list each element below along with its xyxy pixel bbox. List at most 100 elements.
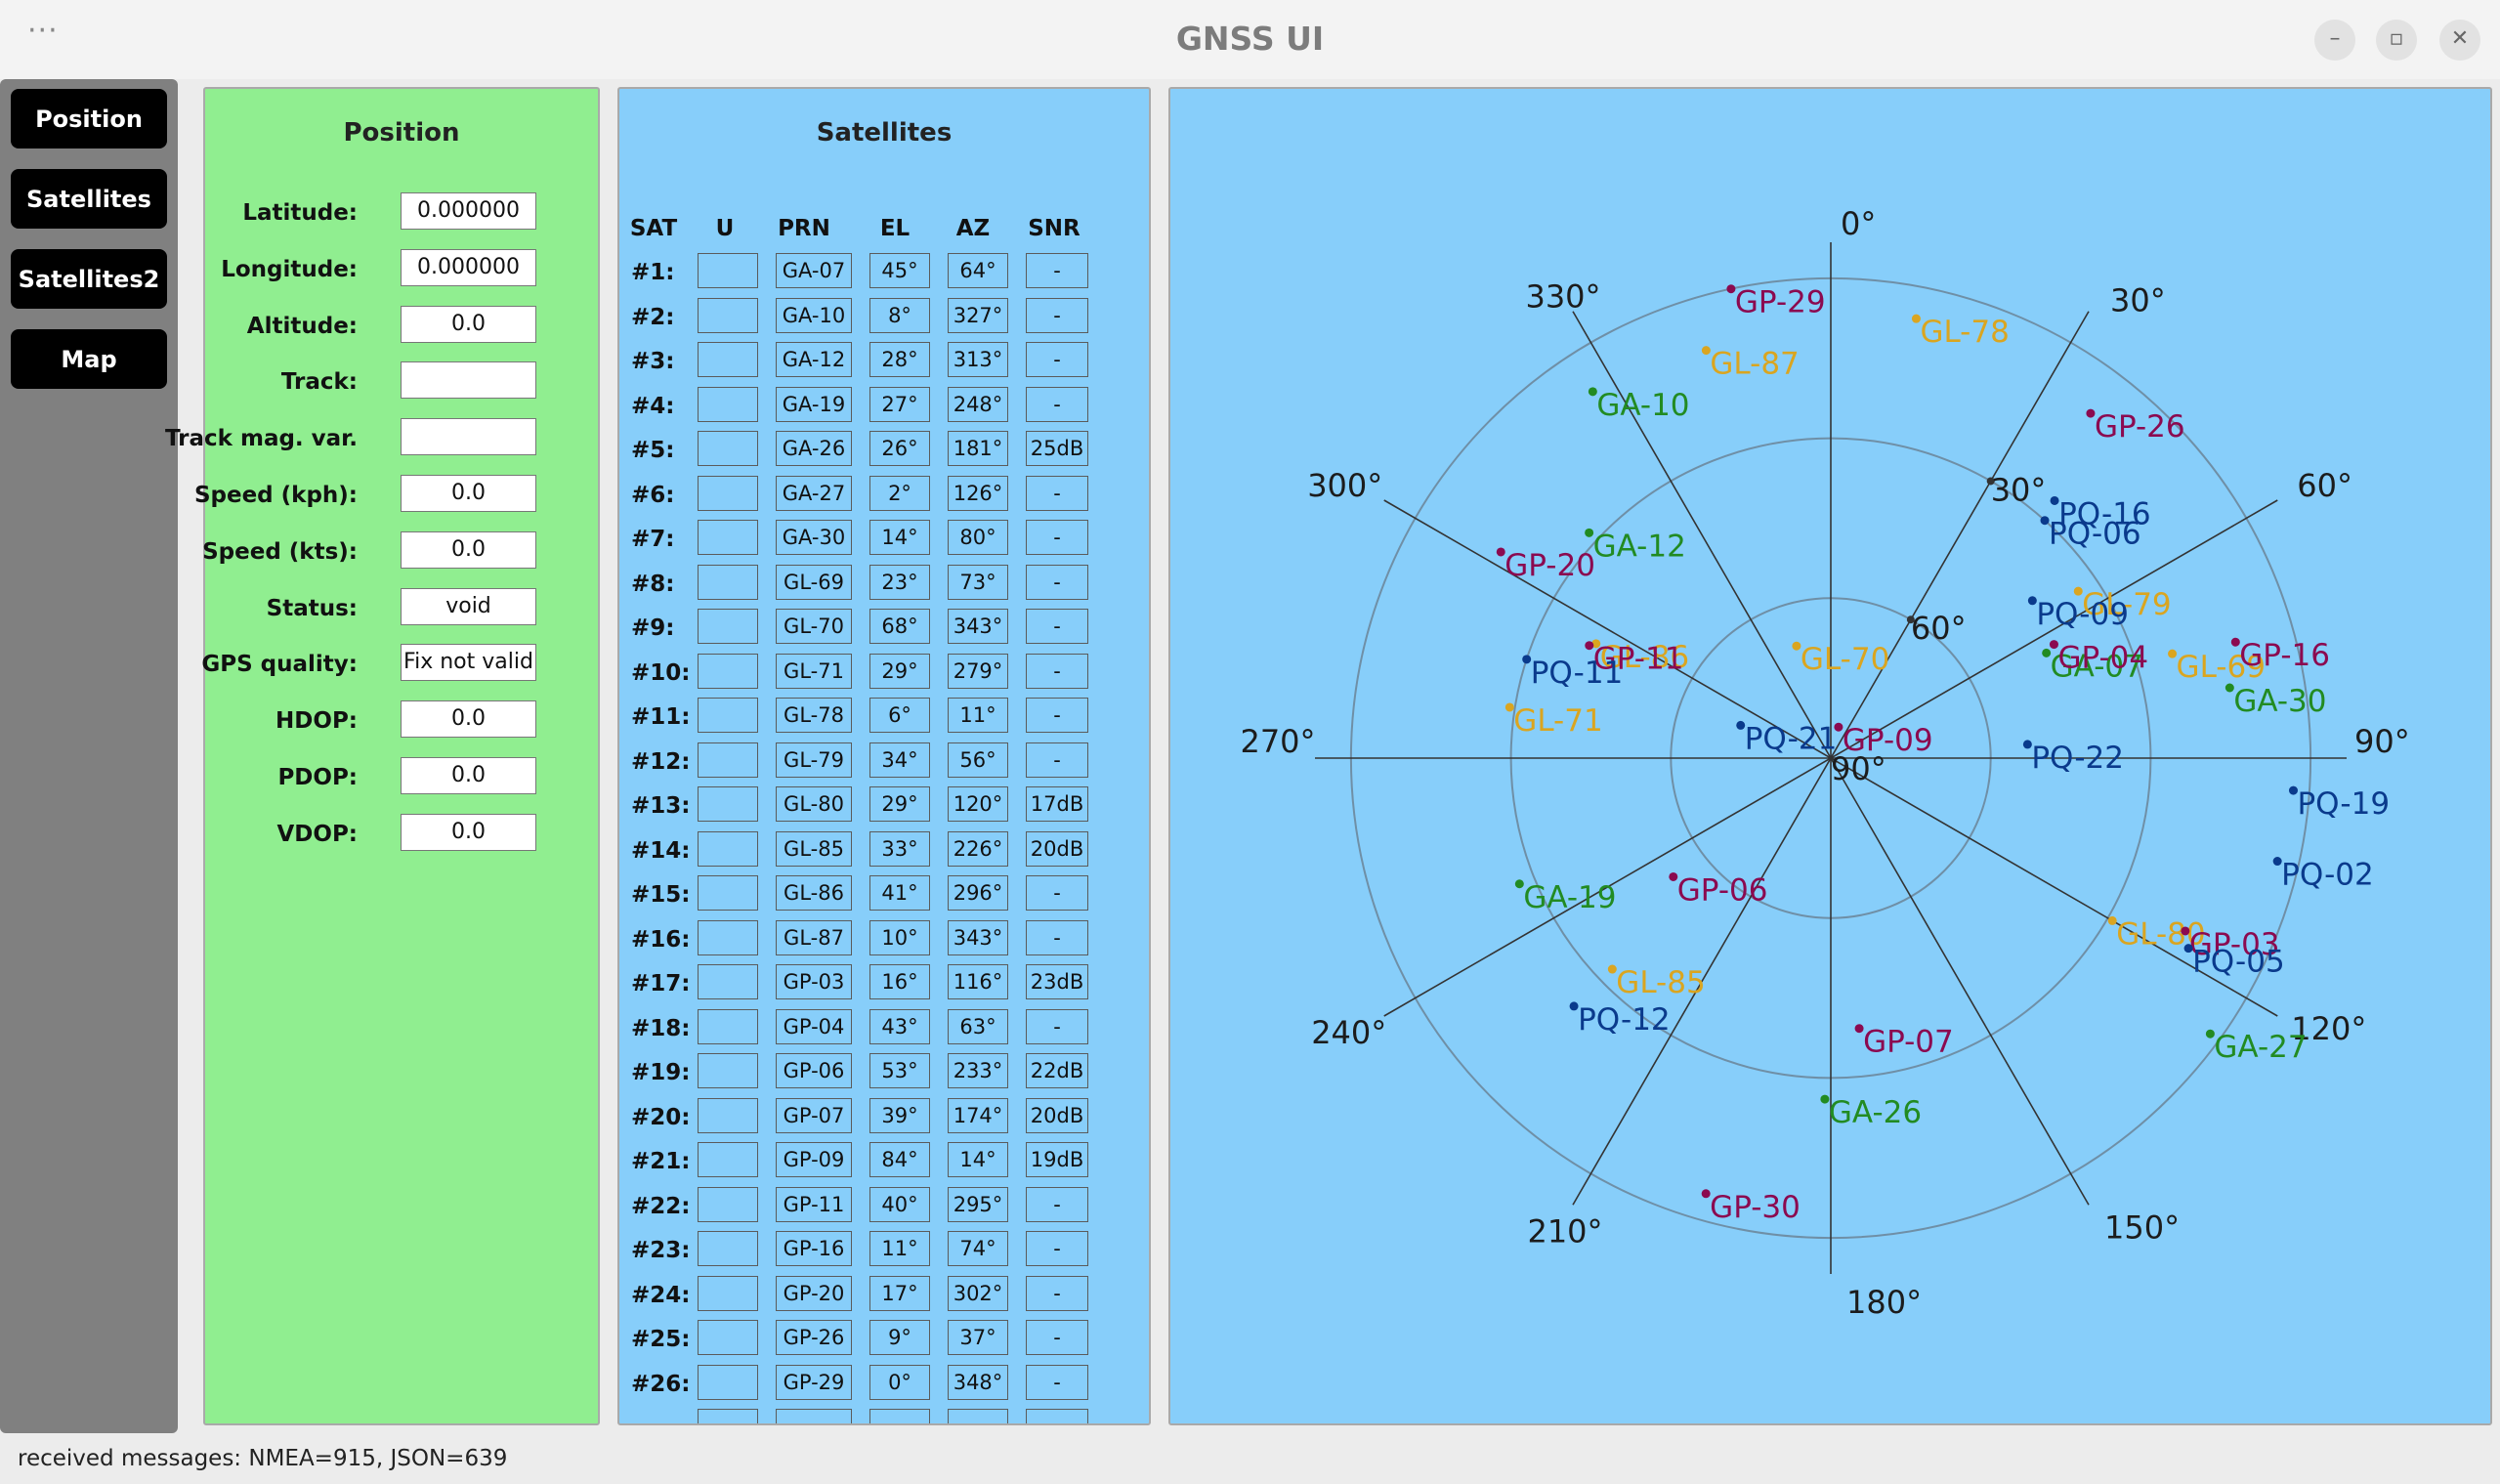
cell-u[interactable] [698, 698, 758, 733]
satellite-label: GP-06 [1677, 872, 1768, 908]
close-button[interactable]: ✕ [2439, 20, 2480, 61]
nav-position-button[interactable]: Position [11, 89, 167, 148]
row-index: #1: [631, 260, 675, 285]
satellite-label: GL-70 [1801, 642, 1889, 677]
position-field-value[interactable] [401, 418, 536, 456]
cell-u[interactable] [698, 1142, 758, 1177]
position-field-label: Track: [280, 369, 358, 396]
position-field-value[interactable]: Fix not valid [401, 644, 536, 682]
cell-snr: - [1026, 698, 1088, 733]
cell-prn: GA-07 [776, 253, 852, 288]
cell-snr: - [1026, 564, 1088, 600]
cell-az: 73° [948, 564, 1008, 600]
cell-el: 40° [869, 1186, 930, 1222]
cell-u[interactable] [698, 830, 758, 867]
maximize-button[interactable]: ▫ [2376, 20, 2417, 61]
cell-u[interactable] [698, 1008, 758, 1044]
table-row: #10: GL-71 29° 279° - [619, 653, 1149, 693]
cell-u[interactable] [698, 342, 758, 377]
column-header-az: AZ [955, 216, 991, 241]
cell-snr: - [1026, 1364, 1088, 1400]
cell-prn [776, 1409, 852, 1423]
satellite-dot [1607, 964, 1617, 974]
satellite-dot [1496, 547, 1505, 557]
cell-u[interactable] [698, 297, 758, 333]
nav-satellites-button[interactable]: Satellites [11, 169, 167, 229]
cell-el: 9° [869, 1320, 930, 1355]
cell-u[interactable] [698, 609, 758, 644]
satellites-panel: Satellites SAT U PRN EL AZ SNR #1: GA-07 45° 64° -… [617, 87, 1151, 1425]
cell-u[interactable] [698, 1097, 758, 1133]
cell-u[interactable] [698, 742, 758, 778]
cell-u[interactable] [698, 564, 758, 600]
cell-az: 74° [948, 1231, 1008, 1266]
cell-prn: GA-10 [776, 297, 852, 333]
satellite-label: GA-12 [1593, 529, 1686, 564]
cell-u[interactable] [698, 1053, 758, 1088]
row-index: #10: [631, 659, 691, 686]
row-index: #8: [631, 571, 675, 597]
cell-u[interactable] [698, 1231, 758, 1266]
cell-el: 29° [869, 653, 930, 689]
cell-u[interactable] [698, 653, 758, 689]
cell-el: 34° [869, 742, 930, 778]
cell-u[interactable] [698, 1364, 758, 1400]
cell-el: 68° [869, 609, 930, 644]
position-field-value[interactable]: 0.0 [401, 700, 536, 739]
cell-prn: GL-70 [776, 609, 852, 644]
satellite-dot [2027, 596, 2037, 606]
cell-az: 226° [948, 830, 1008, 867]
cell-u[interactable] [698, 1320, 758, 1355]
cell-az: 295° [948, 1186, 1008, 1222]
cell-u[interactable] [698, 431, 758, 466]
cell-el: 11° [869, 1231, 930, 1266]
position-field-value[interactable]: 0.000000 [401, 248, 536, 286]
cell-u[interactable] [698, 475, 758, 511]
cell-u[interactable] [698, 919, 758, 955]
nav-map-button[interactable]: Map [11, 329, 167, 389]
cell-u[interactable] [698, 386, 758, 422]
cell-u[interactable] [698, 875, 758, 911]
position-field-value[interactable]: 0.000000 [401, 192, 536, 230]
position-field-value[interactable]: 0.0 [401, 757, 536, 794]
cell-u[interactable] [698, 520, 758, 555]
row-index: #7: [631, 527, 675, 552]
position-field-value[interactable] [401, 361, 536, 400]
satellites-title: Satellites [816, 118, 953, 148]
cell-el: 84° [869, 1142, 930, 1177]
cell-prn: GL-86 [776, 875, 852, 911]
cell-u[interactable] [698, 1186, 758, 1222]
azimuth-label: 240° [1311, 1014, 1386, 1051]
cell-az: 126° [948, 475, 1008, 511]
minimize-button[interactable]: – [2314, 20, 2355, 61]
position-field-value[interactable]: 0.0 [401, 530, 536, 569]
cell-az [948, 1409, 1008, 1423]
nav-satellites2-button[interactable]: Satellites2 [11, 249, 167, 309]
cell-snr: 20dB [1026, 1097, 1088, 1133]
satellite-label: GL-78 [1920, 315, 2009, 350]
satellite-dot [2050, 495, 2059, 505]
position-field-value[interactable]: 0.0 [401, 813, 536, 851]
app-menu-button[interactable]: ··· [27, 14, 59, 48]
row-index: #6: [631, 482, 675, 508]
table-row: #3: GA-12 28° 313° - [619, 342, 1149, 381]
position-field-value[interactable]: 0.0 [401, 305, 536, 343]
cell-snr: - [1026, 520, 1088, 555]
row-index: #5: [631, 438, 675, 463]
cell-u[interactable] [698, 786, 758, 822]
position-field-value[interactable]: void [401, 587, 536, 625]
cell-u[interactable] [698, 1275, 758, 1311]
cell-u[interactable] [698, 964, 758, 999]
satellite-label: PQ-19 [2297, 786, 2390, 822]
table-row: #17: GP-03 16° 116° 23dB [619, 964, 1149, 1003]
satellite-dot [1669, 871, 1678, 881]
satellite-dot [1701, 346, 1711, 356]
cell-u[interactable] [698, 253, 758, 288]
position-field-value[interactable]: 0.0 [401, 475, 536, 512]
cell-el: 14° [869, 520, 930, 555]
cell-el: 6° [869, 698, 930, 733]
cell-az: 343° [948, 609, 1008, 644]
cell-el: 39° [869, 1097, 930, 1133]
cell-snr: 19dB [1026, 1142, 1088, 1177]
cell-snr: - [1026, 919, 1088, 955]
